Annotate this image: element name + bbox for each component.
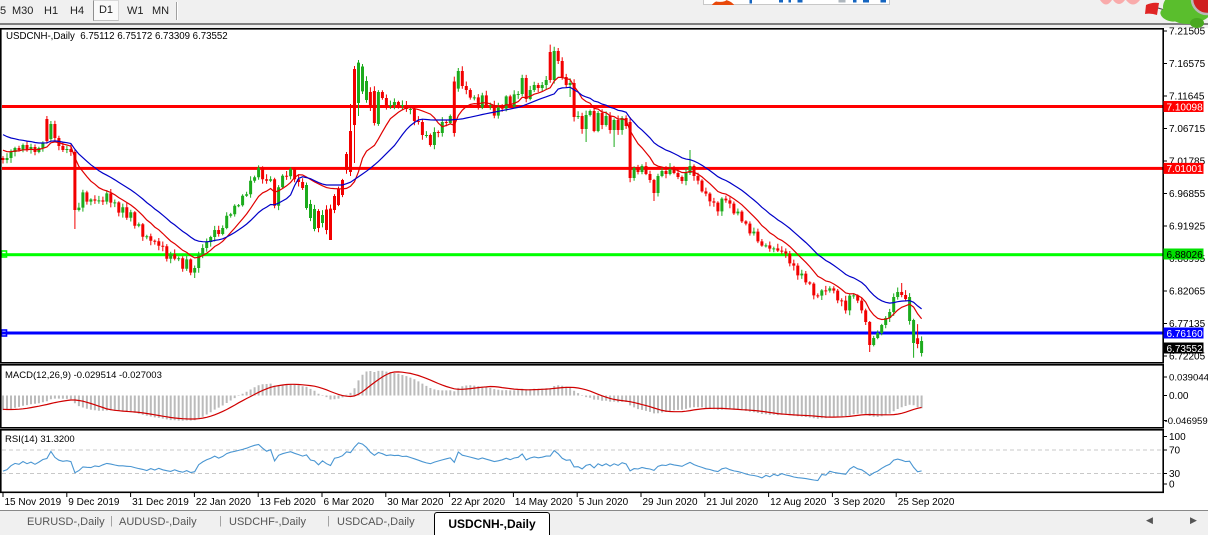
svg-text:RSI(14) 31.3200: RSI(14) 31.3200 [5,434,75,445]
svg-text:70: 70 [1169,446,1181,457]
svg-text:0.00: 0.00 [1169,391,1189,402]
svg-text:7.11645: 7.11645 [1169,92,1205,103]
svg-text:21 Jul 2020: 21 Jul 2020 [706,497,758,508]
svg-text:7.10098: 7.10098 [1167,102,1204,113]
svg-text:0.039044: 0.039044 [1169,373,1208,384]
svg-text:7.01785: 7.01785 [1169,157,1206,168]
svg-text:6 Mar 2020: 6 Mar 2020 [324,497,375,508]
svg-text:22 Apr 2020: 22 Apr 2020 [451,497,505,508]
svg-text:USDCNH-,Daily 6.75112 6.75172: USDCNH-,Daily 6.75112 6.75172 6.73309 6.… [6,31,228,42]
svg-text:6.91925: 6.91925 [1169,222,1206,233]
svg-text:6.77135: 6.77135 [1169,319,1206,330]
svg-text:30 Mar 2020: 30 Mar 2020 [387,497,444,508]
svg-text:6.88026: 6.88026 [1167,250,1204,261]
svg-text:14 May 2020: 14 May 2020 [515,497,573,508]
svg-text:29 Jun 2020: 29 Jun 2020 [643,497,698,508]
svg-text:7.01001: 7.01001 [1167,164,1204,175]
svg-text:-0.046959: -0.046959 [1165,416,1208,427]
svg-text:6.72205: 6.72205 [1169,352,1206,363]
svg-text:6.73552: 6.73552 [1167,344,1204,355]
svg-text:5 Jun 2020: 5 Jun 2020 [579,497,629,508]
svg-text:30: 30 [1169,469,1181,480]
svg-text:31 Dec 2019: 31 Dec 2019 [132,497,189,508]
svg-text:7.06715: 7.06715 [1169,124,1206,135]
svg-text:0: 0 [1169,480,1175,491]
svg-text:7.21505: 7.21505 [1169,27,1206,38]
svg-text:6.82065: 6.82065 [1169,287,1206,298]
svg-text:12 Aug 2020: 12 Aug 2020 [770,497,827,508]
svg-text:25 Sep 2020: 25 Sep 2020 [898,497,955,508]
svg-text:13 Feb 2020: 13 Feb 2020 [260,497,317,508]
svg-text:3 Sep 2020: 3 Sep 2020 [834,497,886,508]
svg-text:6.76160: 6.76160 [1167,329,1204,340]
svg-text:6.96855: 6.96855 [1169,189,1206,200]
svg-text:7.16575: 7.16575 [1169,59,1206,70]
svg-text:9 Dec 2019: 9 Dec 2019 [68,497,120,508]
svg-text:MACD(12,26,9) -0.029514 -0.027: MACD(12,26,9) -0.029514 -0.027003 [5,370,162,381]
svg-text:15 Nov 2019: 15 Nov 2019 [5,497,62,508]
svg-text:22 Jan 2020: 22 Jan 2020 [196,497,251,508]
svg-text:100: 100 [1169,432,1186,443]
